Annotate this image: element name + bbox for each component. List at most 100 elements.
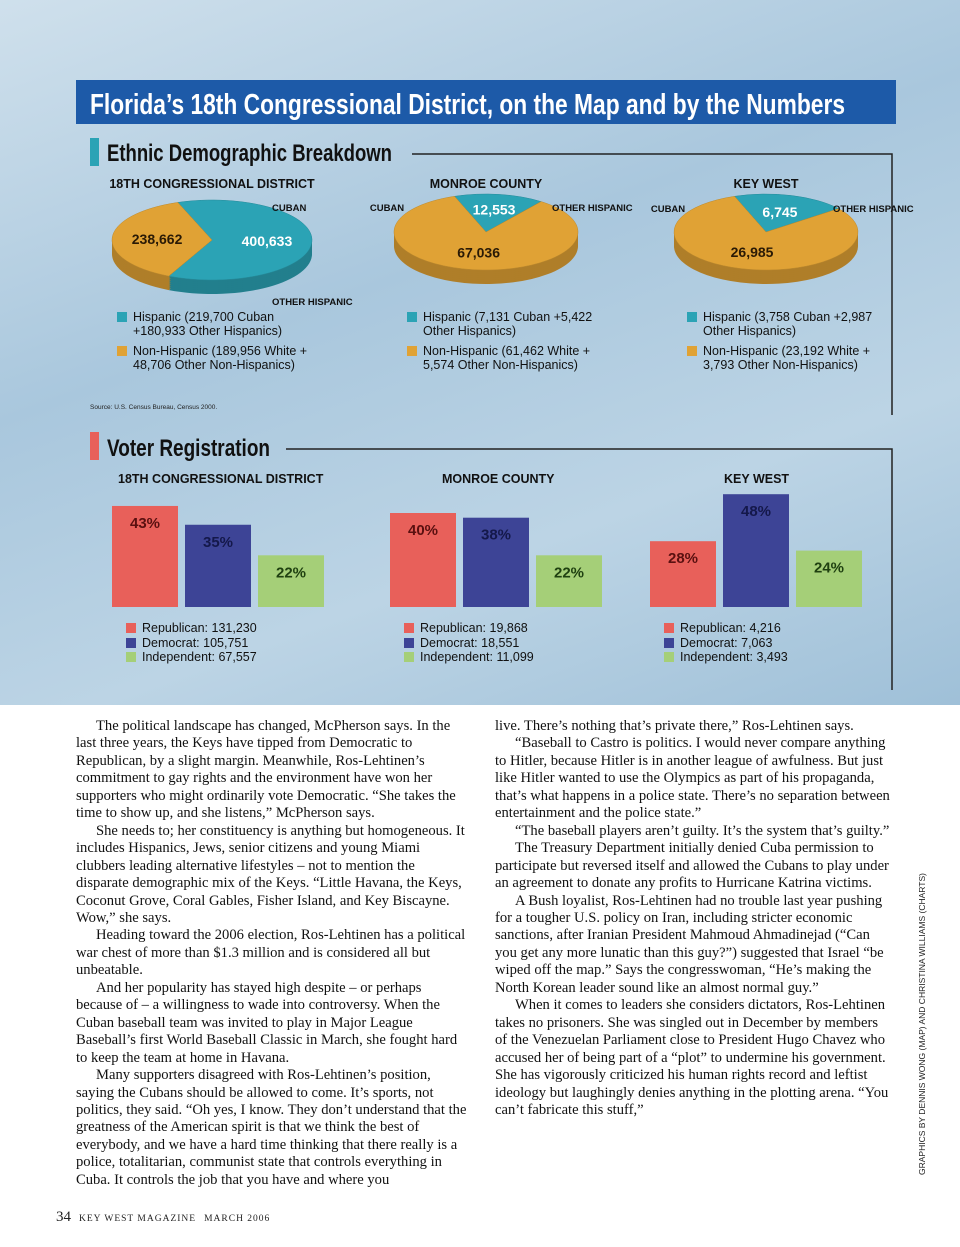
slice-label: OTHER HISPANIC <box>272 297 353 308</box>
pie-value-label: 400,633 <box>242 233 293 249</box>
legend-swatch <box>407 346 417 356</box>
section-heading: Ethnic Demographic Breakdown <box>107 140 392 167</box>
legend-text: Independent: 67,557 <box>142 650 257 664</box>
paragraph: The Treasury Department initially denied… <box>495 840 889 892</box>
pie-value-label: 12,553 <box>473 201 516 217</box>
infographic: Florida’s 18th Congressional District, o… <box>0 0 960 705</box>
pie-value-label: 26,985 <box>731 244 774 260</box>
legend-entry: Democrat: 7,063 <box>664 635 880 650</box>
legend-swatch <box>687 312 697 322</box>
slice-label: CUBAN <box>651 204 685 215</box>
legend-swatch <box>117 346 127 356</box>
issue: MARCH 2006 <box>204 1214 271 1224</box>
pie-slice <box>111 202 213 277</box>
paragraph: “The baseball players aren’t guilty. It’… <box>515 822 890 839</box>
chart-title: 18TH CONGRESSIONAL DISTRICT <box>118 472 324 486</box>
legend-swatch <box>404 623 414 633</box>
graphic-title: Florida’s 18th Congressional District, o… <box>90 89 845 121</box>
bar-value-label: 35% <box>203 534 233 551</box>
legend-text: Non-Hispanic (23,192 White + 3,793 Other… <box>703 344 871 372</box>
paragraph: Many supporters disagreed with Ros-Lehti… <box>76 1067 467 1188</box>
paragraph: And her popularity has stayed high despi… <box>76 979 458 1066</box>
legend-text: Non-Hispanic (189,956 White + 48,706 Oth… <box>133 344 308 372</box>
bar-value-label: 24% <box>814 560 844 577</box>
paragraph: When it comes to leaders she considers d… <box>495 997 889 1118</box>
legend-text: Hispanic (219,700 Cuban +180,933 Other H… <box>133 310 283 338</box>
bar-value-label: 22% <box>276 564 306 581</box>
section-frame <box>412 153 893 415</box>
legend-text: Democrat: 105,751 <box>142 635 249 650</box>
bar-value-label: 38% <box>481 527 511 544</box>
bar <box>463 517 529 607</box>
legend-swatch <box>687 346 697 356</box>
pie-slice <box>673 196 859 271</box>
legend-swatch <box>126 637 136 648</box>
legend-entry: Republican: 19,868 <box>404 621 620 635</box>
legend-text: Democrat: 18,551 <box>420 635 520 650</box>
legend-swatch <box>664 652 674 662</box>
legend-entry: Democrat: 18,551 <box>404 635 620 650</box>
legend-swatch <box>126 623 136 633</box>
paragraph: Heading toward the 2006 election, Ros-Le… <box>76 927 466 979</box>
legend-entry: Independent: 67,557 <box>126 650 342 664</box>
bar-value-label: 28% <box>668 550 698 567</box>
legend-text: Republican: 4,216 <box>680 621 781 635</box>
legend-text: Independent: 11,099 <box>420 650 534 664</box>
article-column: live. There’s nothing that’s private the… <box>495 718 890 1119</box>
legend-entry: Hispanic (7,131 Cuban +5,422 Other Hispa… <box>407 310 598 338</box>
publication: KEY WEST MAGAZINE <box>79 1214 197 1224</box>
legend-entry: Hispanic (219,700 Cuban +180,933 Other H… <box>117 310 308 338</box>
legend-text: Independent: 3,493 <box>680 650 788 664</box>
source-note: Source: U.S. Census Bureau, Census 2000. <box>90 404 217 411</box>
chart-title: KEY WEST <box>733 177 798 191</box>
legend-swatch <box>117 312 127 322</box>
slice-label: OTHER HISPANIC <box>833 204 914 215</box>
legend-entry: Independent: 3,493 <box>664 650 880 664</box>
bar <box>723 494 789 607</box>
legend-swatch <box>407 312 417 322</box>
pie-slice <box>168 199 313 281</box>
legend-swatch <box>126 652 136 662</box>
article-column: The political landscape has changed, McP… <box>76 718 471 1189</box>
legend-swatch <box>404 637 414 648</box>
bar <box>185 524 251 607</box>
legend-entry: Hispanic (3,758 Cuban +2,987 Other Hispa… <box>687 310 878 338</box>
legend-text: Hispanic (3,758 Cuban +2,987 Other Hispa… <box>703 310 873 338</box>
bar-value-label: 22% <box>554 564 584 581</box>
pie-value-label: 6,745 <box>762 204 797 220</box>
section-frame <box>286 448 893 690</box>
legend-entry: Independent: 11,099 <box>404 650 620 664</box>
legend-entry: Non-Hispanic (61,462 White + 5,574 Other… <box>407 344 598 372</box>
bar-value-label: 43% <box>130 515 160 532</box>
legend-entry: Non-Hispanic (189,956 White + 48,706 Oth… <box>117 344 308 372</box>
chart-title: MONROE COUNTY <box>442 472 555 486</box>
pie-value-label: 238,662 <box>132 231 183 247</box>
bar <box>258 555 324 607</box>
chart-title: KEY WEST <box>724 472 789 486</box>
legend-entry: Democrat: 105,751 <box>126 635 342 650</box>
slice-label: CUBAN <box>272 203 306 214</box>
legend-text: Non-Hispanic (61,462 White + 5,574 Other… <box>423 344 591 372</box>
slice-label: CUBAN <box>370 203 404 214</box>
chart-title: 18TH CONGRESSIONAL DISTRICT <box>109 177 315 191</box>
bar <box>112 505 178 607</box>
bar-value-label: 40% <box>408 522 438 539</box>
legend-text: Hispanic (7,131 Cuban +5,422 Other Hispa… <box>423 310 593 338</box>
bar <box>796 550 862 607</box>
section-heading: Voter Registration <box>107 435 270 462</box>
legend-text: Democrat: 7,063 <box>680 635 773 650</box>
legend-entry: Non-Hispanic (23,192 White + 3,793 Other… <box>687 344 878 372</box>
infographic-canvas: Florida’s 18th Congressional District, o… <box>76 80 914 690</box>
pie-slice <box>393 196 579 271</box>
bar <box>650 541 716 607</box>
legend-entry: Republican: 131,230 <box>126 621 342 635</box>
legend-swatch <box>664 623 674 633</box>
section-marker <box>90 138 99 166</box>
page-number: 34 <box>56 1209 71 1225</box>
paragraph: She needs to; her constituency is anythi… <box>76 822 465 926</box>
title-bar <box>76 80 896 124</box>
credit: GRAPHICS BY DENNIS WONG (MAP) AND CHRIST… <box>917 873 927 1175</box>
paragraph: A Bush loyalist, Ros-Lehtinen had no tro… <box>495 892 884 996</box>
legend-swatch <box>404 652 414 662</box>
